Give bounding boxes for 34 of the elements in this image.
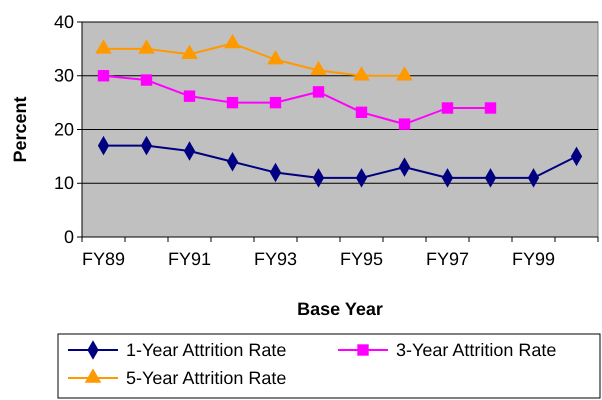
point	[356, 106, 368, 118]
legend-label: 1-Year Attrition Rate	[126, 340, 286, 360]
point	[484, 102, 496, 114]
x-tick-label: FY99	[512, 249, 556, 270]
legend-label: 3-Year Attrition Rate	[396, 340, 556, 360]
x-tick-label: FY89	[82, 249, 126, 270]
point	[398, 118, 410, 130]
point	[353, 66, 370, 81]
y-tick-label: 40	[54, 12, 74, 32]
y-tick-label: 10	[54, 173, 74, 194]
x-tick-label: FY97	[426, 249, 470, 270]
point	[181, 44, 198, 60]
y-tick-label: 20	[54, 119, 74, 140]
point	[98, 70, 110, 82]
point	[267, 50, 284, 64]
point	[138, 39, 155, 54]
y-tick-label: 0	[64, 226, 74, 247]
point	[140, 74, 152, 86]
legend-label: 5-Year Attrition Rate	[126, 368, 286, 388]
point	[396, 66, 413, 81]
point	[442, 102, 454, 114]
point	[184, 90, 196, 102]
x-tick-label: FY91	[168, 249, 212, 270]
point	[226, 96, 238, 108]
point	[310, 60, 327, 76]
point	[312, 86, 324, 98]
point	[270, 96, 282, 108]
y-axis-title: Percent	[10, 96, 30, 163]
x-axis-title: Base Year	[297, 299, 383, 319]
x-tick-label: FY93	[254, 249, 298, 270]
y-tick-label: 30	[54, 66, 74, 86]
point	[224, 34, 241, 48]
x-tick-label: FY95	[340, 249, 384, 270]
point	[95, 39, 112, 54]
